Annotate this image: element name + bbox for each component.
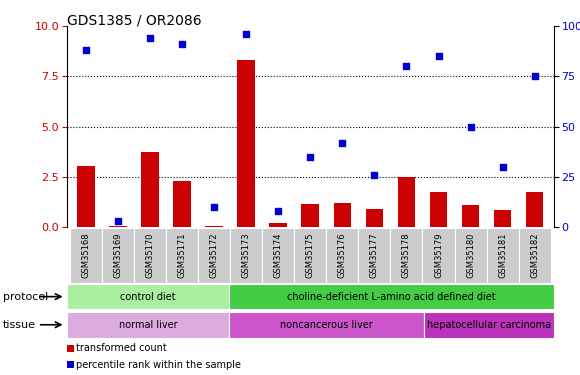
Text: percentile rank within the sample: percentile rank within the sample xyxy=(76,360,241,369)
FancyBboxPatch shape xyxy=(390,228,422,283)
Text: GSM35172: GSM35172 xyxy=(209,232,219,278)
Point xyxy=(146,35,155,41)
Text: GSM35181: GSM35181 xyxy=(498,232,507,278)
Point xyxy=(338,140,347,146)
FancyBboxPatch shape xyxy=(358,228,390,283)
Point xyxy=(402,63,411,69)
Bar xyxy=(398,177,415,227)
Bar xyxy=(462,205,480,227)
Bar xyxy=(424,312,554,338)
Text: protocol: protocol xyxy=(3,292,48,302)
FancyBboxPatch shape xyxy=(327,228,358,283)
Text: GSM35176: GSM35176 xyxy=(338,232,347,278)
FancyBboxPatch shape xyxy=(455,228,487,283)
Text: transformed count: transformed count xyxy=(76,344,166,353)
Bar xyxy=(237,60,255,227)
FancyBboxPatch shape xyxy=(519,228,550,283)
Bar xyxy=(430,192,447,227)
FancyBboxPatch shape xyxy=(230,228,262,283)
Text: GSM35180: GSM35180 xyxy=(466,232,475,278)
Bar xyxy=(77,166,95,227)
Point xyxy=(209,204,219,210)
Bar xyxy=(205,226,223,227)
Point xyxy=(434,53,443,59)
Text: GSM35177: GSM35177 xyxy=(370,232,379,278)
Point xyxy=(113,218,122,224)
Text: normal liver: normal liver xyxy=(118,320,177,330)
Text: GSM35171: GSM35171 xyxy=(177,232,187,278)
Point xyxy=(466,124,475,130)
Text: GDS1385 / OR2086: GDS1385 / OR2086 xyxy=(67,13,201,27)
Text: GSM35174: GSM35174 xyxy=(274,232,282,278)
FancyBboxPatch shape xyxy=(262,228,294,283)
Bar xyxy=(141,152,159,227)
Text: tissue: tissue xyxy=(3,320,36,330)
Bar xyxy=(67,312,229,338)
Text: GSM35179: GSM35179 xyxy=(434,232,443,278)
Bar xyxy=(67,284,229,309)
Text: GSM35170: GSM35170 xyxy=(146,232,154,278)
FancyBboxPatch shape xyxy=(198,228,230,283)
Text: GSM35175: GSM35175 xyxy=(306,232,315,278)
FancyBboxPatch shape xyxy=(102,228,134,283)
Text: noncancerous liver: noncancerous liver xyxy=(280,320,373,330)
Bar xyxy=(334,203,351,227)
Text: choline-deficient L-amino acid defined diet: choline-deficient L-amino acid defined d… xyxy=(287,292,496,302)
FancyBboxPatch shape xyxy=(166,228,198,283)
Text: GSM35168: GSM35168 xyxy=(81,232,90,278)
Point xyxy=(530,74,539,80)
Point xyxy=(177,41,187,47)
Bar xyxy=(365,209,383,227)
Bar xyxy=(270,223,287,227)
Text: hepatocellular carcinoma: hepatocellular carcinoma xyxy=(427,320,551,330)
Text: control diet: control diet xyxy=(120,292,176,302)
Point xyxy=(274,208,283,214)
FancyBboxPatch shape xyxy=(134,228,166,283)
Bar xyxy=(229,284,554,309)
Point xyxy=(370,172,379,178)
Bar xyxy=(229,312,424,338)
Bar xyxy=(526,192,543,227)
Bar xyxy=(109,226,127,227)
FancyBboxPatch shape xyxy=(422,228,455,283)
Text: GSM35169: GSM35169 xyxy=(114,232,122,278)
Bar xyxy=(173,181,191,227)
FancyBboxPatch shape xyxy=(294,228,327,283)
Point xyxy=(306,154,315,160)
FancyBboxPatch shape xyxy=(487,228,519,283)
Bar xyxy=(494,210,512,227)
Point xyxy=(81,47,90,53)
Point xyxy=(498,164,508,170)
Text: GSM35182: GSM35182 xyxy=(530,232,539,278)
Bar xyxy=(302,204,319,227)
Point xyxy=(241,31,251,37)
Text: GSM35173: GSM35173 xyxy=(242,232,251,278)
Text: GSM35178: GSM35178 xyxy=(402,232,411,278)
FancyBboxPatch shape xyxy=(70,228,102,283)
